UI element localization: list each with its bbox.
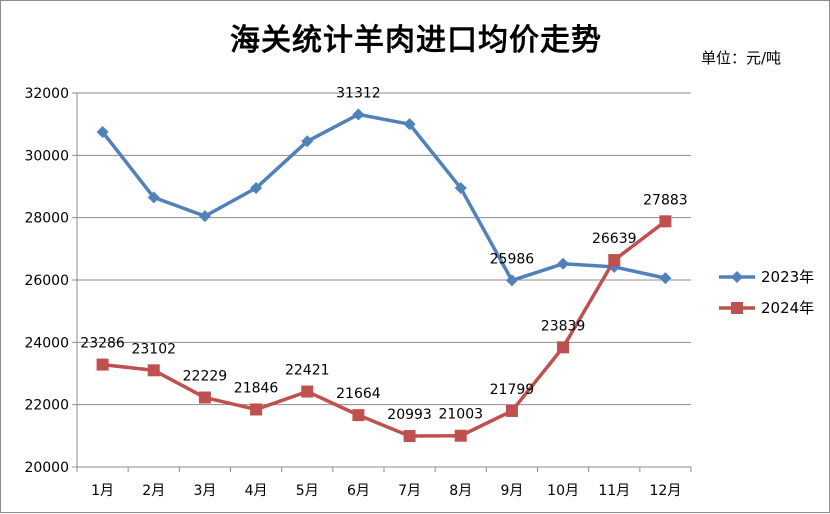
x-tick-label: 12月 [650, 483, 682, 499]
y-tick-label: 26000 [24, 273, 69, 289]
x-tick-label: 6月 [347, 483, 370, 499]
data-point [301, 385, 314, 398]
data-point [198, 210, 211, 223]
data-label: 22229 [183, 369, 228, 385]
data-label: 27883 [643, 192, 688, 208]
x-tick-label: 7月 [398, 483, 421, 499]
data-label: 23286 [80, 336, 125, 352]
unit-note: 单位：元/吨 [701, 49, 782, 67]
chart-title: 海关统计羊肉进口均价走势 [230, 23, 602, 58]
x-tick-label: 5月 [296, 483, 319, 499]
data-label: 25986 [490, 251, 535, 267]
x-tick-label: 10月 [547, 483, 579, 499]
data-point [403, 430, 416, 443]
data-label: 23102 [131, 341, 176, 357]
legend-label: 2024年 [761, 299, 814, 317]
x-tick-label: 9月 [500, 483, 523, 499]
data-label: 20993 [387, 407, 432, 423]
x-tick-label: 11月 [598, 483, 630, 499]
x-tick-label: 8月 [449, 483, 472, 499]
data-point [505, 404, 518, 417]
legend-marker [731, 271, 743, 283]
series-line-0 [101, 112, 666, 283]
data-label: 21664 [336, 386, 381, 402]
data-label: 22421 [285, 363, 330, 379]
data-point [557, 257, 570, 270]
data-point [352, 108, 365, 121]
data-point [557, 341, 570, 354]
data-point [250, 403, 263, 416]
data-point [454, 182, 467, 195]
data-point [505, 274, 518, 287]
legend-label: 2023年 [761, 268, 814, 286]
x-tick-label: 4月 [245, 483, 268, 499]
data-point [301, 135, 314, 148]
data-label: 21799 [490, 382, 535, 398]
data-point [659, 272, 672, 285]
data-point [403, 118, 416, 131]
y-tick-label: 32000 [24, 86, 69, 102]
data-label: 31312 [336, 85, 381, 101]
data-point [454, 429, 467, 442]
data-label: 23839 [541, 318, 586, 334]
data-point [96, 358, 109, 371]
data-point [147, 191, 160, 204]
data-point [147, 364, 160, 377]
data-point [659, 215, 672, 228]
y-tick-label: 30000 [24, 148, 69, 164]
x-tick-label: 3月 [193, 483, 216, 499]
data-point [250, 182, 263, 195]
legend-marker [731, 302, 743, 314]
data-point [608, 254, 621, 267]
data-point [352, 409, 365, 422]
data-label: 21846 [234, 380, 279, 396]
data-label: 26639 [592, 231, 637, 247]
y-tick-label: 20000 [24, 460, 69, 476]
data-point [198, 391, 211, 404]
x-tick-label: 2月 [142, 483, 165, 499]
data-label: 21003 [438, 407, 483, 423]
y-tick-label: 24000 [24, 335, 69, 351]
y-tick-label: 22000 [24, 398, 69, 414]
y-tick-label: 28000 [24, 211, 69, 227]
x-tick-label: 1月 [91, 483, 114, 499]
series-line-1 [102, 219, 667, 438]
